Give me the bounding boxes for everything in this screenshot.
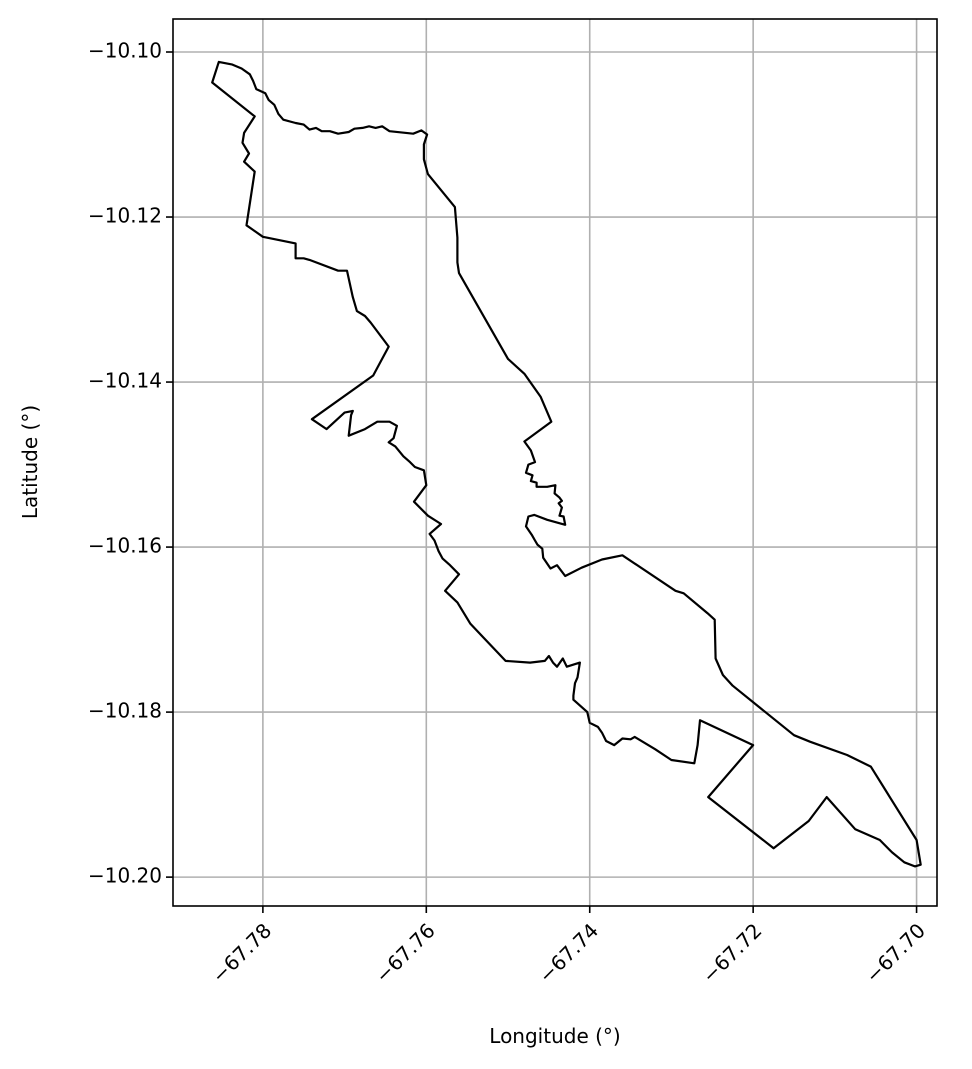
y-tick-label: −10.14 [88, 369, 162, 393]
y-tick-label: −10.20 [88, 864, 162, 888]
y-tick-label: −10.12 [88, 204, 162, 228]
boundary-line [211, 60, 922, 868]
x-axis-title: Longitude (°) [489, 1024, 620, 1048]
y-tick-label: −10.16 [88, 534, 162, 558]
y-axis-title: Latitude (°) [18, 405, 42, 519]
plot-frame [172, 18, 938, 907]
y-tick-label: −10.18 [88, 699, 162, 723]
y-tick-label: −10.10 [88, 39, 162, 63]
gridlines [173, 19, 937, 906]
